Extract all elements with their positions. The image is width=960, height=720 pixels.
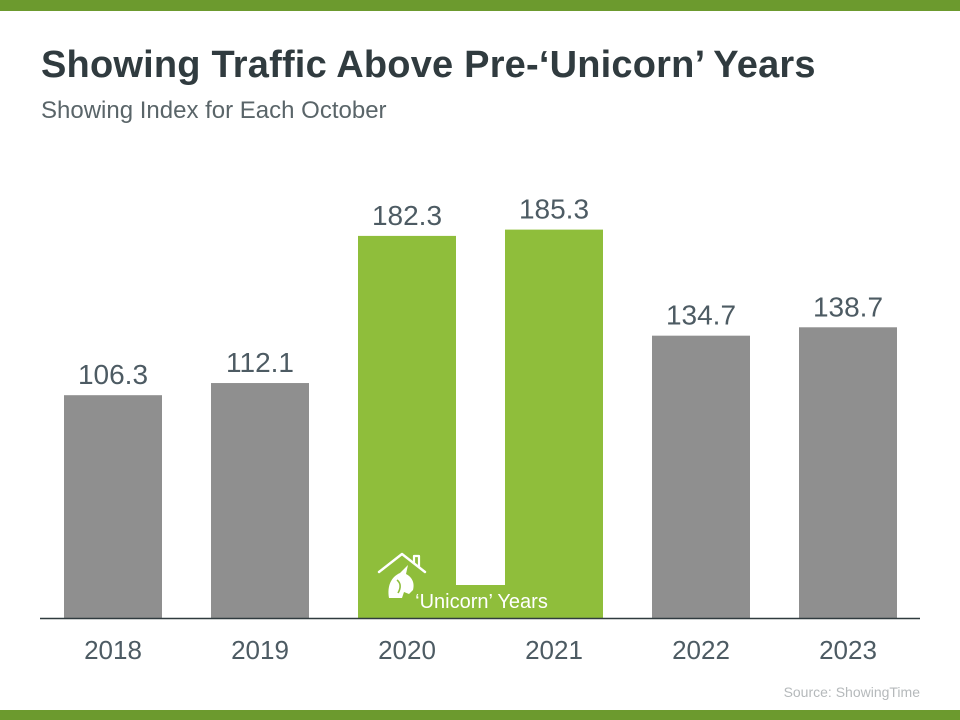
x-tick-label-2018: 2018 — [84, 635, 142, 665]
source-note: Source: ShowingTime — [783, 684, 920, 700]
value-label-2021: 185.3 — [519, 194, 589, 225]
chart-subtitle: Showing Index for Each October — [41, 97, 387, 124]
x-tick-label-2023: 2023 — [819, 635, 877, 665]
bar-2018 — [64, 395, 162, 618]
top-accent-band — [0, 0, 960, 11]
unicorn-years-bridge — [456, 585, 505, 618]
bar-2019 — [211, 383, 309, 618]
bar-2022 — [652, 335, 750, 618]
chart-title: Showing Traffic Above Pre-‘Unicorn’ Year… — [41, 44, 816, 86]
x-tick-labels-group: 2018 2019 2020 2021 2022 2023 — [84, 635, 877, 665]
value-labels-group: 106.3 112.1 182.3 185.3 134.7 138.7 — [78, 194, 883, 391]
x-tick-label-2022: 2022 — [672, 635, 730, 665]
unicorn-years-annotation: ‘Unicorn’ Years — [377, 552, 548, 618]
unicorn-years-label: ‘Unicorn’ Years — [415, 591, 548, 613]
bar-2023 — [799, 327, 897, 618]
house-unicorn-icon — [377, 552, 427, 598]
bar-2021 — [505, 229, 603, 618]
value-label-2018: 106.3 — [78, 359, 148, 390]
bar-2020 — [358, 235, 456, 618]
value-label-2023: 138.7 — [813, 291, 883, 322]
bottom-accent-band — [0, 710, 960, 720]
value-label-2022: 134.7 — [666, 300, 736, 331]
bars-group — [64, 229, 897, 618]
x-tick-label-2021: 2021 — [525, 635, 583, 665]
x-tick-label-2020: 2020 — [378, 635, 436, 665]
x-tick-label-2019: 2019 — [231, 635, 289, 665]
value-label-2020: 182.3 — [372, 200, 442, 231]
value-label-2019: 112.1 — [226, 347, 294, 378]
